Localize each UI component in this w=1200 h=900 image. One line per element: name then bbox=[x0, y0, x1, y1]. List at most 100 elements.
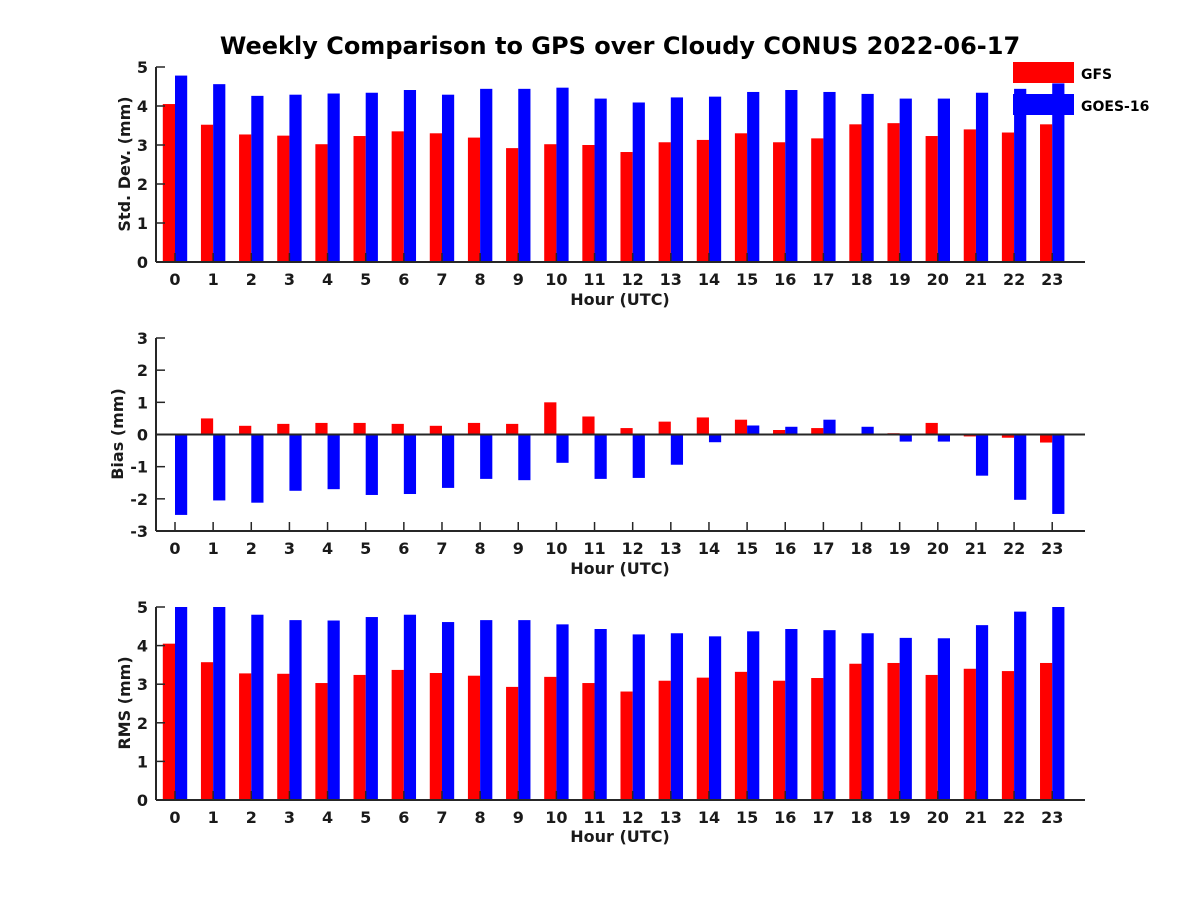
std-dev-bar-gfs-11 bbox=[582, 145, 595, 262]
std-dev-ytick-label: 1 bbox=[137, 214, 148, 233]
bias-xtick-label: 9 bbox=[513, 539, 524, 558]
rms-bar-gfs-20 bbox=[925, 674, 938, 800]
std-dev-xlabel: Hour (UTC) bbox=[570, 290, 670, 309]
bias-xlabel: Hour (UTC) bbox=[570, 559, 670, 578]
std-dev-xtick-label: 11 bbox=[583, 270, 605, 289]
std-dev-xtick-label: 2 bbox=[246, 270, 257, 289]
bias-ytick-label: 3 bbox=[137, 329, 148, 348]
std-dev-xtick-label: 15 bbox=[736, 270, 758, 289]
rms-xtick-label: 8 bbox=[475, 808, 486, 827]
rms-bar-goes16-19 bbox=[899, 637, 912, 800]
std-dev-bar-gfs-5 bbox=[353, 136, 366, 262]
legend-label-gfs: GFS bbox=[1081, 67, 1112, 83]
bias-xtick-label: 10 bbox=[545, 539, 567, 558]
bias-bar-goes16-0 bbox=[175, 434, 188, 515]
std-dev-ytick-label: 0 bbox=[137, 253, 148, 272]
rms-bar-goes16-8 bbox=[480, 620, 493, 800]
bias-bar-goes16-13 bbox=[670, 434, 684, 465]
std-dev-bar-goes16-12 bbox=[632, 102, 645, 263]
legend-swatch-goes16 bbox=[1013, 94, 1074, 115]
rms-bar-gfs-3 bbox=[277, 673, 290, 800]
rms-xtick-label: 3 bbox=[284, 808, 295, 827]
std-dev-xtick-label: 22 bbox=[1003, 270, 1025, 289]
bias-xtick-label: 7 bbox=[436, 539, 447, 558]
bias-bar-gfs-7 bbox=[429, 425, 442, 435]
bias-bar-gfs-13 bbox=[658, 421, 671, 435]
rms-bar-goes16-11 bbox=[594, 629, 607, 800]
std-dev-xtick-label: 5 bbox=[360, 270, 371, 289]
rms-xtick-label: 5 bbox=[360, 808, 371, 827]
bias-xtick-label: 0 bbox=[169, 539, 180, 558]
bias-xtick-label: 16 bbox=[774, 539, 796, 558]
bias-bar-goes16-2 bbox=[251, 434, 264, 503]
std-dev-xtick-label: 12 bbox=[622, 270, 644, 289]
bias-bar-goes16-5 bbox=[365, 434, 378, 495]
rms-bar-gfs-7 bbox=[429, 673, 442, 800]
std-dev-bar-goes16-17 bbox=[823, 91, 836, 263]
bias-bar-gfs-1 bbox=[200, 418, 214, 435]
rms-ylabel: RMS (mm) bbox=[115, 656, 134, 749]
rms-xtick-label: 2 bbox=[246, 808, 257, 827]
std-dev-bar-gfs-14 bbox=[696, 139, 709, 262]
std-dev-bar-gfs-22 bbox=[1001, 132, 1015, 262]
rms-bar-goes16-4 bbox=[327, 620, 340, 800]
std-dev-bar-gfs-9 bbox=[506, 148, 519, 262]
std-dev-xtick-label: 13 bbox=[660, 270, 682, 289]
bias-bar-goes16-16 bbox=[785, 426, 798, 435]
bias-bar-goes16-18 bbox=[861, 426, 874, 435]
bias-bar-goes16-21 bbox=[975, 434, 989, 476]
bias-bar-goes16-19 bbox=[899, 434, 912, 442]
bias-ytick-label: -2 bbox=[130, 490, 148, 509]
rms-xtick-label: 22 bbox=[1003, 808, 1025, 827]
rms-ytick-label: 1 bbox=[137, 752, 148, 771]
rms-bar-gfs-11 bbox=[582, 683, 595, 800]
bias-xtick-label: 15 bbox=[736, 539, 758, 558]
bias-ytick-label: 0 bbox=[137, 426, 148, 445]
bias-ytick-label: 1 bbox=[137, 393, 148, 412]
rms-bar-gfs-17 bbox=[811, 678, 824, 800]
rms-bar-gfs-10 bbox=[544, 676, 557, 800]
rms-bar-gfs-16 bbox=[773, 680, 786, 800]
bias-bar-goes16-17 bbox=[823, 419, 836, 435]
rms-xtick-label: 16 bbox=[774, 808, 796, 827]
std-dev-xtick-label: 23 bbox=[1041, 270, 1063, 289]
std-dev-bar-gfs-7 bbox=[429, 133, 442, 262]
bias-xtick-label: 21 bbox=[965, 539, 987, 558]
std-dev-xtick-label: 1 bbox=[208, 270, 219, 289]
rms-bar-goes16-16 bbox=[785, 629, 798, 800]
bias-bar-gfs-11 bbox=[582, 416, 595, 435]
std-dev-bar-goes16-23 bbox=[1052, 83, 1065, 262]
rms-bar-gfs-15 bbox=[734, 671, 748, 800]
bias-bar-goes16-3 bbox=[289, 434, 302, 491]
rms-bar-goes16-0 bbox=[175, 607, 188, 800]
std-dev-bar-goes16-7 bbox=[441, 94, 455, 262]
std-dev-ylabel: Std. Dev. (mm) bbox=[115, 96, 134, 231]
std-dev-ytick-label: 3 bbox=[137, 136, 148, 155]
std-dev-xtick-label: 19 bbox=[889, 270, 911, 289]
bias-bar-goes16-12 bbox=[632, 434, 645, 478]
std-dev-bar-gfs-8 bbox=[467, 137, 481, 262]
rms-xtick-label: 4 bbox=[322, 808, 333, 827]
bias-xtick-label: 6 bbox=[398, 539, 409, 558]
std-dev-xtick-label: 21 bbox=[965, 270, 987, 289]
rms-bar-goes16-20 bbox=[937, 638, 950, 800]
rms-bar-goes16-5 bbox=[365, 617, 378, 800]
bias-bar-gfs-23 bbox=[1040, 434, 1053, 443]
rms-bar-goes16-14 bbox=[708, 636, 722, 800]
bias-bars bbox=[175, 402, 1065, 515]
std-dev-bar-goes16-21 bbox=[975, 92, 989, 263]
rms-ytick-label: 2 bbox=[137, 714, 148, 733]
std-dev-bar-gfs-10 bbox=[544, 144, 557, 262]
legend-swatch-gfs bbox=[1013, 62, 1074, 83]
bias-bar-goes16-6 bbox=[403, 434, 417, 495]
std-dev-xtick-label: 17 bbox=[812, 270, 834, 289]
std-dev-bar-gfs-0 bbox=[162, 104, 175, 262]
std-dev-bars bbox=[162, 75, 1065, 263]
bias-bar-goes16-11 bbox=[594, 434, 607, 479]
std-dev-bar-gfs-2 bbox=[239, 134, 252, 262]
rms-xtick-label: 10 bbox=[545, 808, 567, 827]
legend: GFS GOES-16 bbox=[1013, 62, 1149, 115]
std-dev-bar-goes16-18 bbox=[861, 93, 874, 262]
rms-bar-gfs-23 bbox=[1040, 662, 1053, 800]
